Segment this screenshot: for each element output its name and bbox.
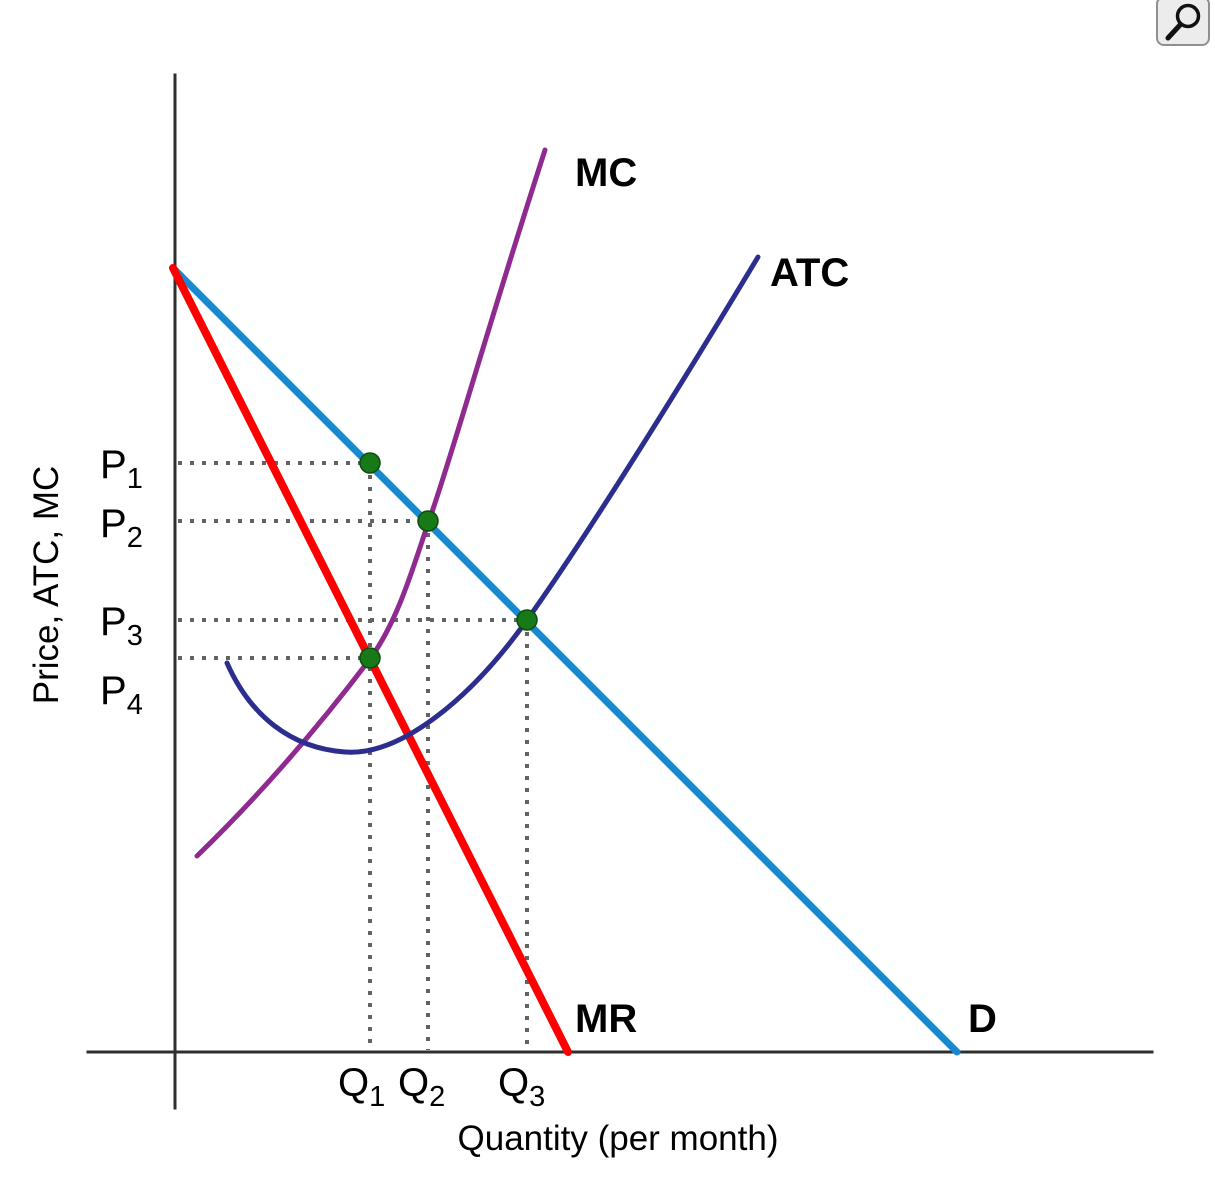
price-label-p4: P4 xyxy=(100,669,143,721)
price-label-p3: P3 xyxy=(100,600,143,652)
price-label-p1: P1 xyxy=(100,443,143,495)
mr-curve-label: MR xyxy=(575,997,637,1041)
quantity-label-q2: Q2 xyxy=(398,1061,445,1113)
dot-mc-demand-intersection xyxy=(417,510,439,532)
mc-curve-label: MC xyxy=(575,151,637,195)
dot-atc-demand-intersection xyxy=(516,609,538,631)
quantity-label-q3: Q3 xyxy=(498,1061,545,1113)
price-label-p2: P2 xyxy=(100,502,143,554)
atc-curve xyxy=(224,254,761,755)
demand-curve xyxy=(169,264,961,1056)
x-axis-title: Quantity (per month) xyxy=(458,1119,779,1158)
dot-demand-at-q1 xyxy=(359,452,381,474)
dot-mr-mc-intersection xyxy=(359,647,381,669)
y-axis-title: Price, ATC, MC xyxy=(27,466,66,705)
magnifier-icon xyxy=(1165,3,1201,41)
atc-curve-label: ATC xyxy=(770,251,849,295)
mc-curve xyxy=(194,147,548,859)
quantity-label-q1: Q1 xyxy=(338,1061,385,1113)
zoom-button[interactable] xyxy=(1156,0,1210,46)
demand-curve-label: D xyxy=(968,997,997,1041)
